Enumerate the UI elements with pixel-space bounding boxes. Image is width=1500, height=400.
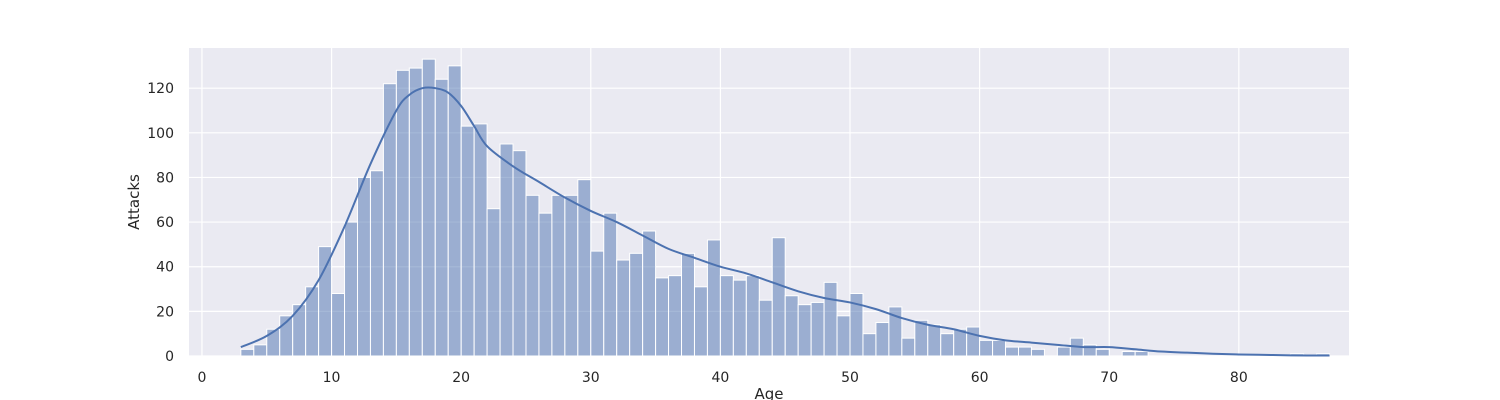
x-tick-label: 50 xyxy=(841,370,859,386)
histogram-bar xyxy=(564,194,579,357)
histogram-bar xyxy=(719,275,734,357)
histogram-bar xyxy=(797,304,812,357)
histogram-bar xyxy=(927,324,942,357)
histogram-bar xyxy=(240,348,255,357)
histogram-bar xyxy=(473,123,488,357)
x-tick-label: 30 xyxy=(582,370,600,386)
histogram-bar xyxy=(1005,346,1019,357)
y-tick-label: 120 xyxy=(147,81,174,97)
histogram-bar xyxy=(681,252,695,357)
histogram-bar xyxy=(668,275,683,357)
histogram-bar xyxy=(888,306,903,357)
histogram-bar xyxy=(525,194,540,357)
y-tick-label: 40 xyxy=(156,260,174,276)
histogram-bar xyxy=(992,339,1007,357)
histogram-bar xyxy=(538,212,553,357)
histogram-bar xyxy=(771,237,786,357)
histogram-bar xyxy=(629,252,644,357)
x-tick-label: 80 xyxy=(1230,370,1248,386)
histogram-bar xyxy=(551,194,566,357)
x-axis-label: Age xyxy=(754,385,783,400)
y-tick-label: 80 xyxy=(156,170,174,186)
histogram-bar xyxy=(1134,351,1149,357)
histogram-bar xyxy=(875,322,890,357)
histogram-bar xyxy=(616,259,631,357)
x-tick-label: 20 xyxy=(452,370,470,386)
y-tick-labels: 0 20 40 60 80 100 120 xyxy=(147,81,174,365)
histogram-bar xyxy=(460,125,475,357)
histogram-bar xyxy=(914,319,929,357)
x-tick-label: 10 xyxy=(323,370,341,386)
histogram-bar xyxy=(655,277,670,357)
histogram-bar xyxy=(266,328,281,357)
kde-line xyxy=(240,86,1330,357)
histogram-bar xyxy=(1056,346,1071,357)
histogram-bar xyxy=(331,293,346,357)
y-tick-label: 0 xyxy=(165,349,174,365)
histogram-bar xyxy=(499,143,514,357)
histogram-bar xyxy=(979,339,994,357)
histogram-bar xyxy=(1030,348,1045,357)
histogram-bar xyxy=(1121,351,1136,357)
histogram-bar xyxy=(693,286,708,357)
histogram-bar xyxy=(862,333,877,357)
histogram-bar xyxy=(966,326,981,357)
histogram-bar xyxy=(408,67,423,357)
histogram-bar xyxy=(823,281,838,357)
histogram-bar xyxy=(253,344,268,357)
histogram-bar xyxy=(745,275,760,357)
y-tick-label: 100 xyxy=(147,126,174,142)
histogram-bar xyxy=(849,293,864,357)
y-axis-label: Attacks xyxy=(125,174,143,230)
x-tick-labels: 0 10 20 30 40 50 60 70 80 xyxy=(197,370,1247,386)
histogram-bar xyxy=(486,208,501,357)
y-tick-label: 20 xyxy=(156,304,174,320)
histogram-bar xyxy=(901,337,916,357)
histogram-bar xyxy=(940,333,955,357)
y-tick-label: 60 xyxy=(156,215,174,231)
histogram-bar xyxy=(1095,348,1110,357)
histogram-bar xyxy=(1017,346,1032,357)
x-tick-label: 0 xyxy=(197,370,206,386)
histogram-bar xyxy=(590,250,605,357)
histogram-bar xyxy=(732,279,747,357)
histogram-bar xyxy=(706,239,721,357)
histogram-bar xyxy=(344,221,358,357)
histogram-bar xyxy=(421,58,436,357)
histogram-bar xyxy=(318,246,333,357)
histogram-bar xyxy=(447,65,462,357)
histogram-bar xyxy=(810,301,825,357)
histogram-bar xyxy=(836,315,851,357)
histogram-bar xyxy=(642,230,657,357)
histogram-bars xyxy=(240,58,1331,357)
x-tick-label: 60 xyxy=(971,370,989,386)
histogram-bar xyxy=(356,176,371,357)
x-tick-label: 40 xyxy=(711,370,729,386)
histogram-bar xyxy=(758,299,773,357)
x-tick-label: 70 xyxy=(1100,370,1118,386)
histogram-bar xyxy=(512,150,527,357)
histogram-bar xyxy=(369,170,384,357)
histogram-bar xyxy=(953,328,968,357)
histogram-bar xyxy=(784,295,799,357)
histogram-bar xyxy=(434,78,449,357)
histogram-bar xyxy=(395,69,410,357)
histogram-bar xyxy=(603,212,618,357)
